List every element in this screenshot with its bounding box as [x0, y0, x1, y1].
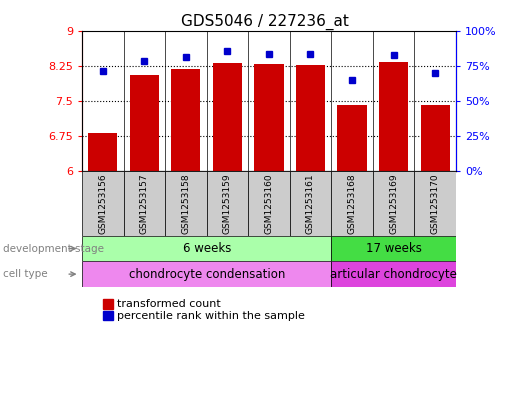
Text: GSM1253161: GSM1253161: [306, 173, 315, 234]
Text: cell type: cell type: [3, 269, 47, 279]
FancyBboxPatch shape: [82, 236, 331, 261]
FancyBboxPatch shape: [82, 171, 123, 236]
Text: transformed count: transformed count: [117, 299, 221, 309]
Text: GDS5046 / 227236_at: GDS5046 / 227236_at: [181, 14, 349, 30]
FancyBboxPatch shape: [373, 171, 414, 236]
Bar: [379, 62, 408, 171]
FancyBboxPatch shape: [123, 171, 165, 236]
Text: chondrocyte condensation: chondrocyte condensation: [128, 268, 285, 281]
FancyBboxPatch shape: [82, 261, 331, 287]
Text: GSM1253158: GSM1253158: [181, 173, 190, 234]
FancyBboxPatch shape: [414, 171, 456, 236]
Bar: [254, 64, 284, 171]
Bar: [338, 105, 367, 171]
Bar: [213, 62, 242, 171]
Bar: [89, 133, 118, 171]
FancyBboxPatch shape: [248, 171, 290, 236]
Text: GSM1253156: GSM1253156: [99, 173, 108, 234]
FancyBboxPatch shape: [331, 261, 456, 287]
Text: 17 weeks: 17 weeks: [366, 242, 421, 255]
Text: GSM1253169: GSM1253169: [389, 173, 398, 234]
FancyBboxPatch shape: [165, 171, 207, 236]
Text: GSM1253157: GSM1253157: [140, 173, 149, 234]
Text: GSM1253160: GSM1253160: [264, 173, 273, 234]
FancyBboxPatch shape: [331, 236, 456, 261]
Text: 6 weeks: 6 weeks: [182, 242, 231, 255]
Text: articular chondrocyte: articular chondrocyte: [330, 268, 457, 281]
FancyBboxPatch shape: [290, 171, 331, 236]
Bar: [130, 75, 159, 171]
FancyBboxPatch shape: [331, 171, 373, 236]
FancyBboxPatch shape: [207, 171, 248, 236]
Text: GSM1253168: GSM1253168: [348, 173, 357, 234]
Bar: [420, 105, 449, 171]
Bar: [171, 69, 200, 171]
Text: GSM1253170: GSM1253170: [430, 173, 439, 234]
Text: percentile rank within the sample: percentile rank within the sample: [117, 310, 305, 321]
Bar: [296, 65, 325, 171]
Text: development stage: development stage: [3, 244, 104, 253]
Text: GSM1253159: GSM1253159: [223, 173, 232, 234]
